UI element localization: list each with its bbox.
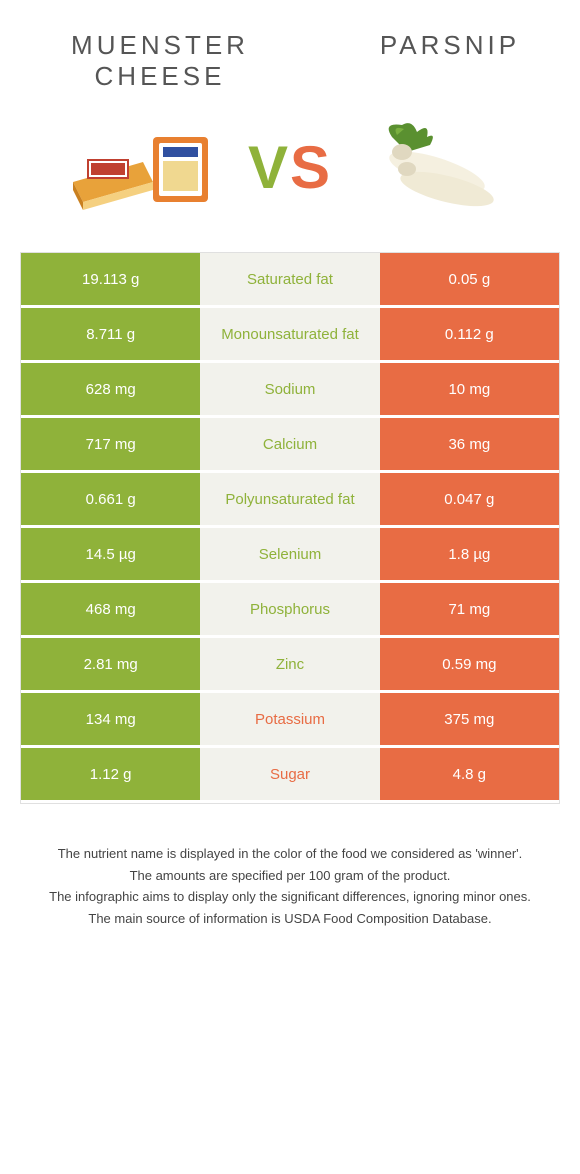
nutrient-label: Calcium	[200, 418, 379, 473]
right-value: 1.8 µg	[380, 528, 559, 583]
right-food-title: PARSNIP	[370, 30, 530, 92]
parsnip-image	[342, 112, 522, 222]
nutrient-label: Phosphorus	[200, 583, 379, 638]
nutrient-label: Polyunsaturated fat	[200, 473, 379, 528]
right-value: 4.8 g	[380, 748, 559, 803]
table-row: 14.5 µgSelenium1.8 µg	[21, 528, 559, 583]
left-value: 19.113 g	[21, 253, 200, 308]
cheese-image	[58, 112, 238, 222]
table-row: 628 mgSodium10 mg	[21, 363, 559, 418]
right-value: 0.047 g	[380, 473, 559, 528]
footer-line: The amounts are specified per 100 gram o…	[30, 866, 550, 886]
table-row: 717 mgCalcium36 mg	[21, 418, 559, 473]
table-row: 19.113 gSaturated fat0.05 g	[21, 253, 559, 308]
vs-label: VS	[248, 133, 332, 202]
right-value: 0.112 g	[380, 308, 559, 363]
table-row: 2.81 mgZinc0.59 mg	[21, 638, 559, 693]
left-value: 468 mg	[21, 583, 200, 638]
nutrient-label: Sodium	[200, 363, 379, 418]
table-row: 1.12 gSugar4.8 g	[21, 748, 559, 803]
left-food-title: MUENSTER CHEESE	[50, 30, 270, 92]
header: MUENSTER CHEESE PARSNIP	[0, 0, 580, 102]
nutrient-label: Monounsaturated fat	[200, 308, 379, 363]
right-value: 0.59 mg	[380, 638, 559, 693]
vs-s: S	[290, 134, 332, 201]
right-value: 0.05 g	[380, 253, 559, 308]
footer-line: The main source of information is USDA F…	[30, 909, 550, 929]
left-value: 14.5 µg	[21, 528, 200, 583]
vs-v: V	[248, 134, 290, 201]
left-value: 134 mg	[21, 693, 200, 748]
vs-row: VS	[0, 102, 580, 252]
table-row: 468 mgPhosphorus71 mg	[21, 583, 559, 638]
left-value: 2.81 mg	[21, 638, 200, 693]
nutrient-label: Zinc	[200, 638, 379, 693]
right-value: 71 mg	[380, 583, 559, 638]
comparison-table: 19.113 gSaturated fat0.05 g8.711 gMonoun…	[20, 252, 560, 804]
nutrient-label: Sugar	[200, 748, 379, 803]
left-value: 0.661 g	[21, 473, 200, 528]
nutrient-label: Saturated fat	[200, 253, 379, 308]
table-row: 134 mgPotassium375 mg	[21, 693, 559, 748]
table-row: 0.661 gPolyunsaturated fat0.047 g	[21, 473, 559, 528]
footer-notes: The nutrient name is displayed in the co…	[0, 804, 580, 950]
right-value: 10 mg	[380, 363, 559, 418]
right-value: 36 mg	[380, 418, 559, 473]
nutrient-label: Potassium	[200, 693, 379, 748]
nutrient-label: Selenium	[200, 528, 379, 583]
parsnip-icon	[352, 117, 512, 217]
left-value: 628 mg	[21, 363, 200, 418]
footer-line: The nutrient name is displayed in the co…	[30, 844, 550, 864]
table-row: 8.711 gMonounsaturated fat0.112 g	[21, 308, 559, 363]
left-value: 8.711 g	[21, 308, 200, 363]
left-value: 717 mg	[21, 418, 200, 473]
left-value: 1.12 g	[21, 748, 200, 803]
right-value: 375 mg	[380, 693, 559, 748]
footer-line: The infographic aims to display only the…	[30, 887, 550, 907]
cheese-icon	[68, 117, 228, 217]
